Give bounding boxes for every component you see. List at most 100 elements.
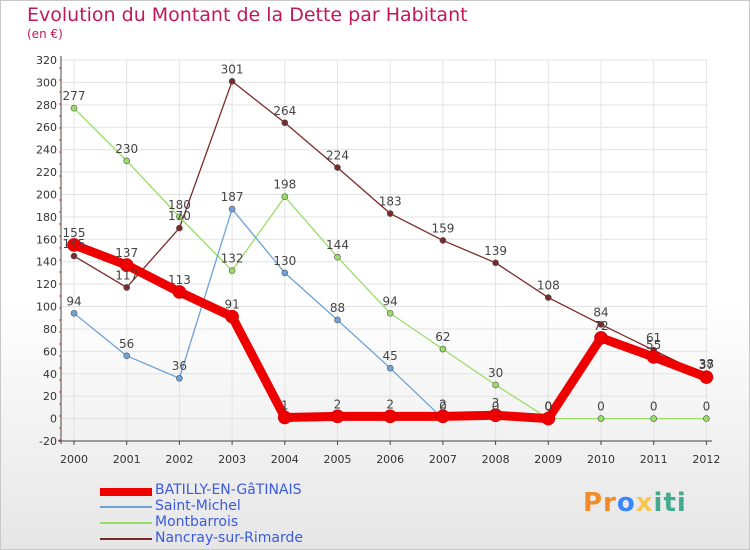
series-0-label: 137 xyxy=(115,246,138,260)
series-2-label: 230 xyxy=(115,142,138,156)
x-tick-label: 2000 xyxy=(60,453,88,466)
series-2-label: 277 xyxy=(63,89,86,103)
series-0-label: 0 xyxy=(544,400,552,414)
x-tick-label: 2010 xyxy=(587,453,615,466)
series-3-label: 61 xyxy=(646,331,661,345)
series-1-label: 130 xyxy=(273,254,296,268)
series-1-point xyxy=(228,205,236,213)
proxiti-logo: Proxiti xyxy=(583,488,687,518)
y-tick-label: 160 xyxy=(36,233,57,246)
y-tick-label: 200 xyxy=(36,188,57,201)
series-3-label: 170 xyxy=(168,209,191,223)
x-tick-label: 2009 xyxy=(534,453,562,466)
legend-label-montbarrois: Montbarrois xyxy=(155,514,239,530)
series-1-point xyxy=(386,364,394,372)
series-0-point xyxy=(541,411,556,426)
series-1-label: 0 xyxy=(544,400,552,414)
series-3-label: 108 xyxy=(537,279,560,293)
series-2-point xyxy=(228,267,236,274)
series-1-point xyxy=(176,374,183,382)
series-1-point xyxy=(281,269,289,277)
series-0-label: 2 xyxy=(439,397,447,411)
series-3-label: 159 xyxy=(431,221,454,235)
series-1-label: 56 xyxy=(119,337,134,351)
x-tick-label: 2001 xyxy=(113,453,141,466)
series-1-point xyxy=(123,352,130,360)
legend-swatch-batilly xyxy=(100,488,152,496)
series-1-line xyxy=(73,208,549,420)
series-3-label: 224 xyxy=(326,149,349,163)
series-0-label: 55 xyxy=(646,338,661,352)
series-0-point xyxy=(277,410,292,425)
x-tick-label: 2008 xyxy=(482,453,510,466)
series-0-label: 37 xyxy=(699,358,714,372)
series-layer xyxy=(67,77,714,426)
series-0-label: 155 xyxy=(63,226,86,240)
series-3-label: 139 xyxy=(484,244,507,258)
legend-label-saint-michel: Saint-Michel xyxy=(155,498,241,514)
series-0-point xyxy=(119,258,134,272)
series-2-label: 0 xyxy=(597,400,605,414)
series-2-label: 0 xyxy=(544,400,552,414)
y-tick-label: 40 xyxy=(43,368,57,381)
legend-swatch-saint-michel xyxy=(100,506,152,508)
y-tick-label: 300 xyxy=(36,76,57,89)
series-3-point xyxy=(70,252,78,260)
x-tick-label: 2005 xyxy=(324,453,352,466)
series-3-point xyxy=(334,164,341,171)
series-0-point xyxy=(225,309,239,324)
series-3-label: 38 xyxy=(699,357,714,371)
legend-swatch-nancray xyxy=(100,538,152,540)
series-1-label: 0 xyxy=(492,400,500,414)
series-2-point xyxy=(176,213,183,221)
series-0-label: 2 xyxy=(334,397,342,411)
series-1-label: 36 xyxy=(172,359,187,373)
series-2-label: 62 xyxy=(435,330,450,344)
axes: -200204060801001201401601802002202402602… xyxy=(36,54,720,466)
y-tick-label: 120 xyxy=(36,278,57,291)
series-2-label: 144 xyxy=(326,238,349,252)
series-2-point xyxy=(123,157,130,165)
y-tick-label: 140 xyxy=(36,256,57,269)
series-0-label: 113 xyxy=(168,273,191,287)
series-3-point xyxy=(123,284,130,291)
series-3-label: 84 xyxy=(593,305,608,319)
series-3-label: 264 xyxy=(273,104,296,118)
y-tick-label: 20 xyxy=(43,390,57,403)
series-2-point xyxy=(439,345,447,353)
series-3-point xyxy=(492,259,499,267)
legend-label-batilly: BATILLY-EN-GâTINAIS xyxy=(155,482,302,498)
series-0-point xyxy=(383,409,398,424)
y-tick-label: 240 xyxy=(36,144,57,157)
y-tick-label: 180 xyxy=(36,211,57,224)
y-tick-label: 220 xyxy=(36,166,57,179)
series-3-label: 301 xyxy=(221,62,244,76)
series-1-label: 94 xyxy=(66,294,81,308)
series-0-point xyxy=(67,238,81,252)
y-tick-label: 100 xyxy=(36,301,57,314)
y-tick-label: 260 xyxy=(36,121,57,134)
series-0-point xyxy=(330,409,345,424)
series-0-point xyxy=(436,409,450,424)
series-3-point xyxy=(228,77,236,85)
series-1-label: 187 xyxy=(221,190,244,204)
series-0-label: 3 xyxy=(492,396,500,410)
series-0-point xyxy=(488,408,503,423)
legend-swatch-montbarrois xyxy=(100,522,152,524)
series-2-label: 94 xyxy=(383,294,398,308)
series-2-point xyxy=(281,193,289,201)
series-0-point xyxy=(646,350,661,364)
logo-part-2: o xyxy=(616,488,636,518)
series-2-label: 132 xyxy=(221,252,244,266)
series-3-point xyxy=(176,224,183,232)
data-labels: 1451171703012642241831591391088461382772… xyxy=(63,62,714,413)
logo-part-4: iti xyxy=(653,488,687,518)
series-2-label: 30 xyxy=(488,366,503,380)
logo-part-1: Pr xyxy=(583,488,617,518)
series-3-point xyxy=(386,210,394,217)
series-2-point xyxy=(386,309,394,317)
series-2-point xyxy=(597,415,605,422)
series-3-label: 117 xyxy=(115,268,138,282)
y-tick-label: 80 xyxy=(43,323,57,336)
